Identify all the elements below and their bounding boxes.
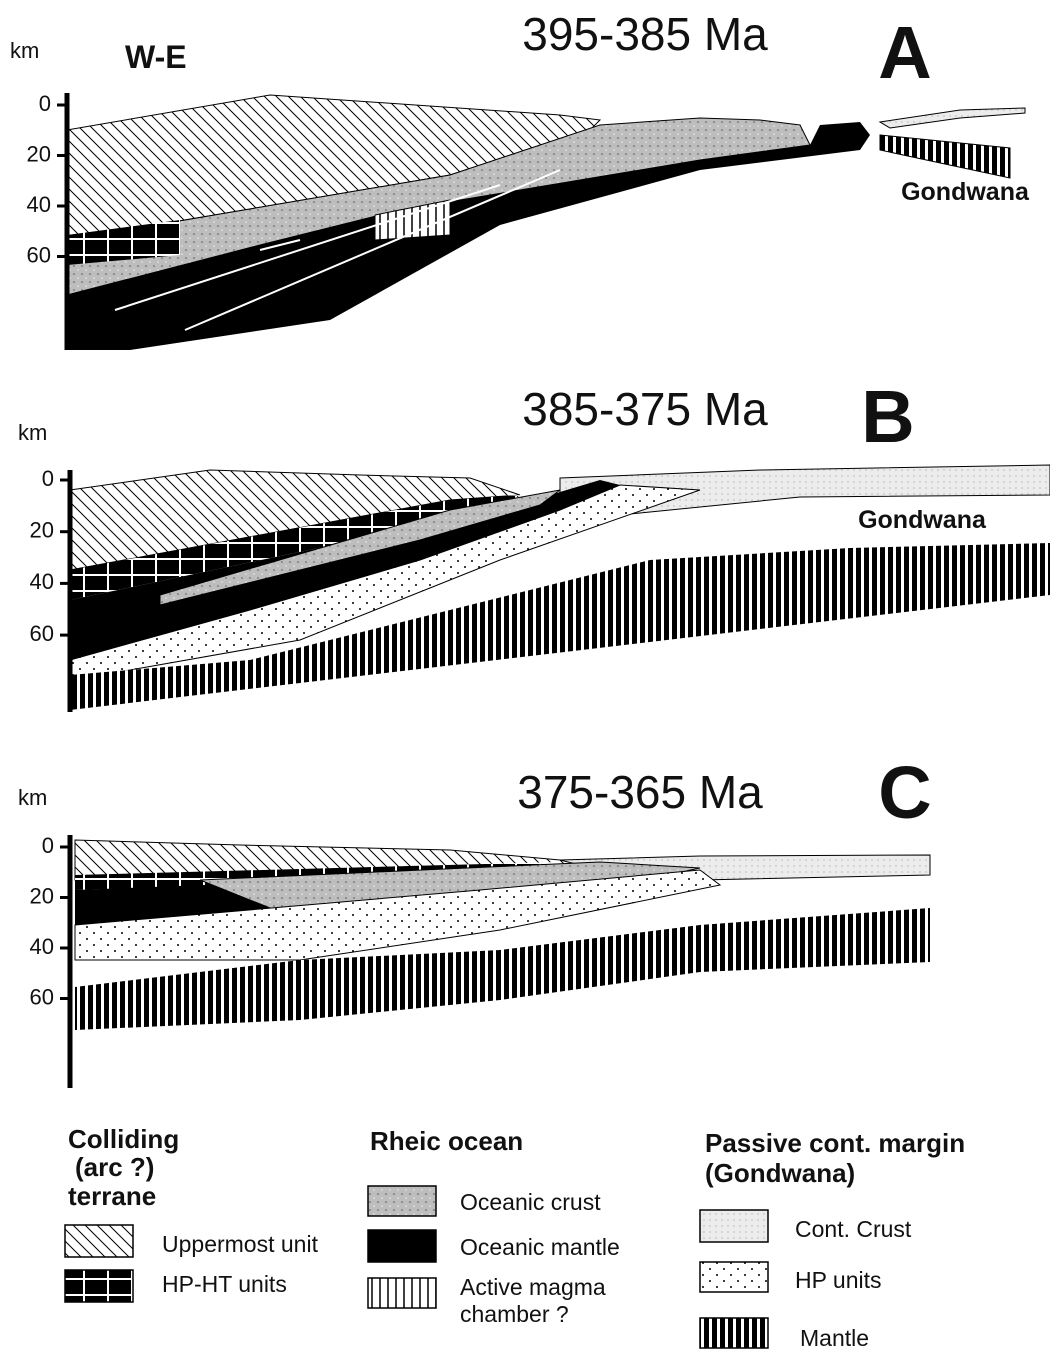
panel-a: km W-E 395-385 Ma A Gondwana 0 20 40 60 [10,8,1030,350]
panel-label: B [861,375,914,458]
legend-title: terrane [68,1181,156,1211]
panel-label: C [878,751,931,834]
tick-label: 0 [42,466,54,491]
age: 375-365 Ma [517,766,763,818]
tick-label: 20 [27,141,51,166]
tick-label: 60 [30,984,54,1009]
tick-label: 60 [27,242,51,267]
tick-label: 0 [42,833,54,858]
panel-c: km 375-365 Ma C 0 20 40 60 [18,751,932,1088]
tick-label: 20 [30,518,54,543]
legend-item: Oceanic mantle [460,1234,620,1260]
unit: km [18,420,47,445]
legend-title: (arc ?) [75,1152,154,1182]
tick-label: 20 [30,883,54,908]
tick-label: 40 [27,192,51,217]
unit: km [18,785,47,810]
legend-item: HP units [795,1267,882,1293]
panel-label: A [878,11,931,94]
legend-item: HP-HT units [162,1271,287,1297]
section: W-E [125,39,187,75]
region: Gondwana [901,178,1030,206]
legend-item: Cont. Crust [795,1216,912,1242]
legend-item: Mantle [800,1325,869,1351]
age: 395-385 Ma [522,8,768,60]
legend-title: Rheic ocean [370,1126,523,1156]
legend-title: (Gondwana) [705,1158,855,1188]
tick-label: 40 [30,934,54,959]
panel-b: km 385-375 Ma B Gondwana 0 20 40 60 [18,375,1050,712]
unit: km [10,38,39,63]
tick-label: 40 [30,569,54,594]
legend-item: Active magma [460,1274,606,1300]
legend-item: Uppermost unit [162,1231,319,1257]
legend-title: Passive cont. margin [705,1128,965,1158]
tick-label: 60 [30,621,54,646]
region: Gondwana [858,506,987,534]
legend-item: chamber ? [460,1301,569,1327]
legend: Colliding (arc ?) terrane Uppermost unit… [64,1124,965,1351]
legend-item: Oceanic crust [460,1189,601,1215]
age: 385-375 Ma [522,383,768,435]
tick-label: 0 [39,91,51,116]
legend-title: Colliding [68,1124,179,1154]
